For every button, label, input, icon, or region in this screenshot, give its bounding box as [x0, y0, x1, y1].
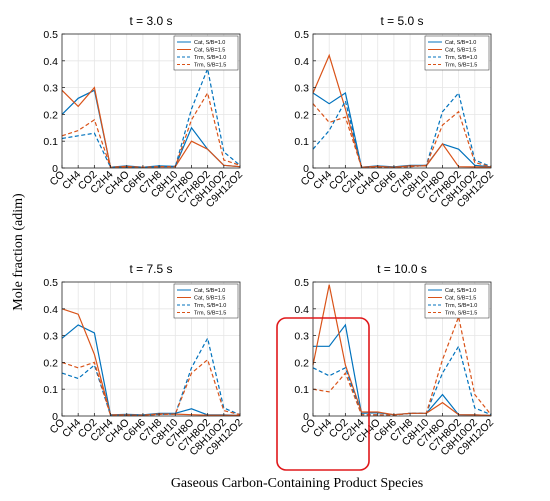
y-tick-label: 0.5	[43, 29, 58, 41]
y-tick-label: 0.2	[294, 109, 309, 121]
y-tick-label: 0.2	[43, 357, 58, 369]
series-line-4	[61, 91, 241, 168]
legend-entry-4: Trm, S/B=1.5	[194, 311, 226, 317]
chart-title: t = 5.0 s	[380, 14, 423, 28]
y-tick-label: 0.2	[294, 357, 309, 369]
y-tick-label: 0.5	[294, 277, 309, 289]
chart-title: t = 7.5 s	[129, 262, 172, 276]
legend-entry-3: Trm, S/B=1.0	[194, 303, 226, 309]
series-line-4	[312, 314, 492, 416]
y-tick-label: 0	[52, 163, 58, 175]
axes-frame	[61, 281, 241, 417]
series-line-3	[312, 91, 492, 168]
chart-panel-3: 00.10.20.30.40.5COCH4CO2C2H4CH4OC6H6C7H8…	[43, 262, 245, 458]
y-tick-label: 0.1	[43, 384, 58, 396]
y-tick-label: 0.5	[294, 29, 309, 41]
y-tick-label: 0.4	[294, 304, 309, 316]
y-tick-label: 0	[52, 411, 58, 423]
legend-entry-4: Trm, S/B=1.5	[445, 311, 477, 317]
legend-entry-1: Cat, S/B=1.0	[445, 288, 476, 294]
y-tick-label: 0.3	[43, 83, 58, 95]
figure-ylabel: Mole fraction (adim)	[11, 193, 26, 311]
y-tick-label: 0.1	[294, 384, 309, 396]
chart-title: t = 10.0 s	[377, 262, 427, 276]
legend-entry-2: Cat, S/B=1.5	[445, 296, 476, 302]
y-tick-label: 0.4	[294, 56, 309, 68]
legend-entry-1: Cat, S/B=1.0	[194, 288, 225, 294]
y-tick-label: 0.3	[294, 331, 309, 343]
y-tick-label: 0.1	[294, 136, 309, 148]
axes-frame	[312, 33, 492, 169]
chart-panel-2: 00.10.20.30.40.5COCH4CO2C2H4CH4OC6H6C7H8…	[294, 14, 496, 210]
legend-entry-3: Trm, S/B=1.0	[445, 55, 477, 61]
y-tick-label: 0.4	[43, 304, 58, 316]
series-line-3	[61, 336, 241, 416]
legend-entry-3: Trm, S/B=1.0	[194, 55, 226, 61]
y-tick-label: 0.1	[43, 136, 58, 148]
highlight-box	[276, 317, 370, 471]
y-tick-label: 0.2	[43, 109, 58, 121]
legend-entry-4: Trm, S/B=1.5	[445, 63, 477, 69]
y-tick-label: 0.3	[43, 331, 58, 343]
chart-title: t = 3.0 s	[129, 14, 172, 28]
y-tick-label: 0.5	[43, 277, 58, 289]
chart-panel-1: 00.10.20.30.40.5COCH4CO2C2H4CH4OC6H6C7H8…	[43, 14, 245, 210]
legend-entry-3: Trm, S/B=1.0	[445, 303, 477, 309]
chart-panels: 00.10.20.30.40.5COCH4CO2C2H4CH4OC6H6C7H8…	[43, 14, 496, 458]
series-line-4	[61, 358, 241, 416]
legend-entry-1: Cat, S/B=1.0	[445, 40, 476, 46]
legend-entry-2: Cat, S/B=1.5	[194, 296, 225, 302]
y-tick-label: 0.4	[43, 56, 58, 68]
axes-frame	[312, 281, 492, 417]
y-tick-label: 0.3	[294, 83, 309, 95]
chart-panel-4: 00.10.20.30.40.5COCH4CO2C2H4CH4OC6H6C7H8…	[294, 262, 496, 458]
legend-entry-1: Cat, S/B=1.0	[194, 40, 225, 46]
figure-xlabel: Gaseous Carbon-Containing Product Specie…	[171, 476, 423, 491]
axes-frame	[61, 33, 241, 169]
legend-entry-4: Trm, S/B=1.5	[194, 63, 226, 69]
legend-entry-2: Cat, S/B=1.5	[445, 48, 476, 54]
series-line-2	[312, 53, 492, 168]
y-tick-label: 0	[303, 163, 309, 175]
legend-entry-2: Cat, S/B=1.5	[194, 48, 225, 54]
y-tick-label: 0	[303, 411, 309, 423]
